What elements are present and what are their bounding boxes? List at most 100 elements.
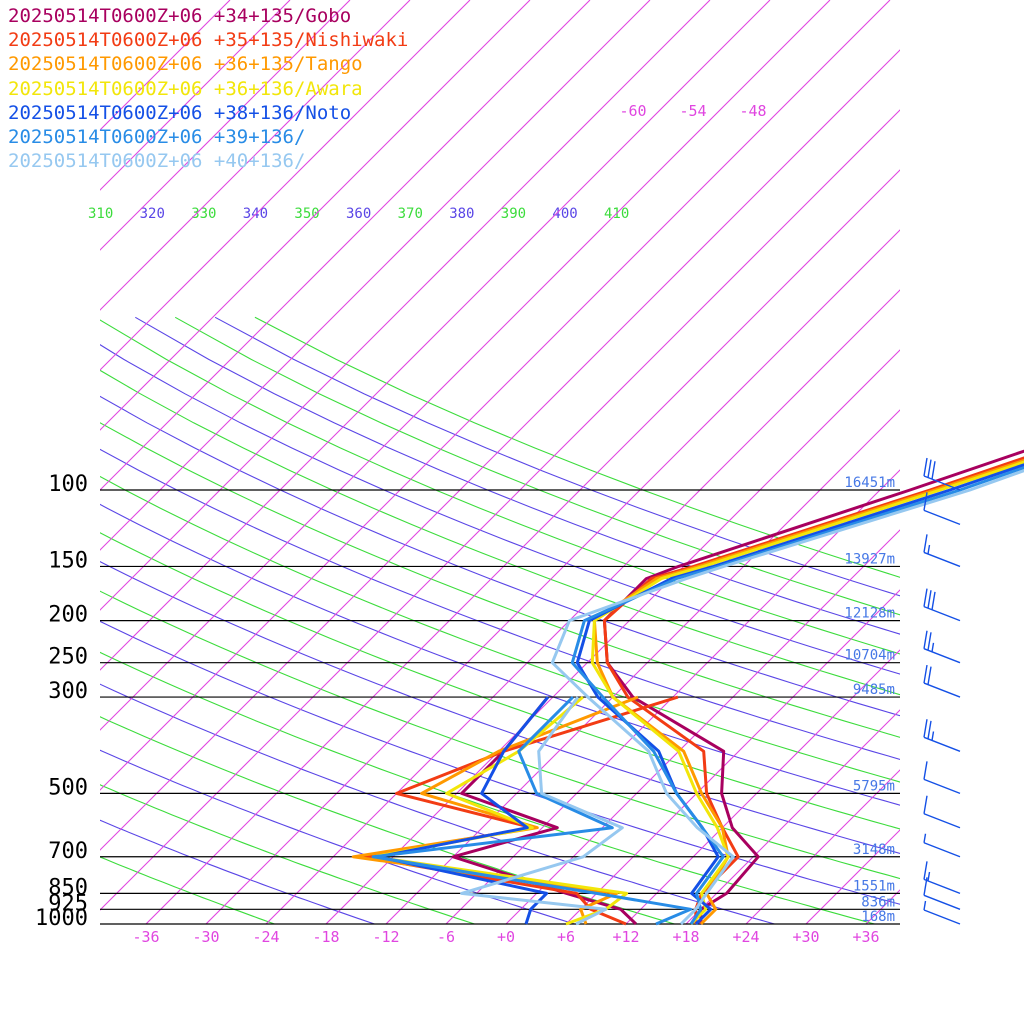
isotherm (445, 469, 900, 924)
isotherm (100, 49, 900, 851)
dry-adiabat (254, 316, 900, 578)
barb-staff (923, 878, 961, 895)
isotherm (565, 589, 900, 924)
isotherm (100, 0, 531, 431)
isotherm (100, 0, 831, 731)
barb-staff (923, 475, 961, 491)
wind-barb (923, 492, 961, 526)
height-label: 1551m (853, 878, 895, 894)
barb-flag (923, 900, 927, 911)
temperature-tick-label: -18 (312, 928, 339, 946)
temperature-tick-label: +18 (672, 928, 699, 946)
upper-isotherm-label: -54 (679, 102, 706, 120)
isotherm (100, 0, 771, 671)
wind-barb (923, 761, 961, 795)
barb-staff (923, 736, 961, 752)
barb-flag (923, 664, 928, 684)
theta-label: 350 (294, 206, 319, 222)
barb-staff (923, 551, 961, 568)
temperature-profile (570, 466, 1024, 925)
temperature-tick-label: +0 (497, 928, 515, 946)
dry-adiabat (100, 369, 900, 696)
temperature-tick-label: -30 (192, 928, 219, 946)
pressure-label: 500 (48, 775, 88, 800)
barb-staff (923, 894, 961, 910)
pressure-label: 100 (48, 472, 88, 497)
isotherm (100, 0, 471, 371)
dry-adiabat (100, 749, 577, 924)
temperature-tick-label: -24 (252, 928, 279, 946)
barb-flag (923, 833, 927, 843)
height-label: 5795m (853, 778, 895, 794)
temperature-profile (550, 469, 1024, 926)
upper-isotherm-labels: -60 -54 -48 (619, 102, 766, 120)
dry-adiabat (214, 316, 900, 597)
temperature-tick-label: +36 (852, 928, 879, 946)
height-label: 168m (861, 909, 895, 925)
pressure-label: 925 (48, 891, 88, 916)
temperature-tick-label: -12 (372, 928, 399, 946)
height-label: 13927m (844, 551, 895, 567)
isotherm (205, 229, 900, 924)
barb-flag (931, 591, 936, 610)
temperature-tick-label: +12 (612, 928, 639, 946)
dry-adiabat (100, 475, 900, 783)
wind-barb (923, 877, 961, 910)
wind-barb (923, 861, 961, 895)
pressure-label: 1000 (35, 906, 88, 931)
isotherm (100, 0, 651, 551)
dry-adiabat (100, 784, 477, 924)
dewpoint-profile (451, 696, 638, 926)
dewpoint-profile (460, 696, 624, 926)
height-label: 836m (861, 894, 895, 910)
temperature-tick-label: -6 (437, 928, 455, 946)
upper-isotherm-label: -60 (619, 102, 646, 120)
dry-adiabat (100, 856, 277, 924)
upper-isotherm-label: -48 (739, 102, 766, 120)
isotherm (100, 0, 891, 791)
isotherm (100, 0, 351, 251)
theta-label: 400 (552, 206, 577, 222)
dry-adiabat (100, 716, 677, 924)
barb-staff (923, 605, 961, 622)
legend-entry: 20250514T0600Z+06 +35+135/Nishiwaki (8, 29, 409, 52)
dewpoint-profile (371, 696, 693, 926)
dry-adiabat (100, 532, 900, 830)
barb-staff (923, 778, 961, 795)
dewpoint-profile (376, 696, 550, 925)
dry-adiabat (100, 319, 900, 655)
wind-barb (923, 664, 961, 698)
wind-barb (923, 534, 961, 568)
barb-flag (923, 457, 928, 477)
temperature-tick-label: +6 (557, 928, 575, 946)
barb-flag (923, 588, 928, 607)
isotherm (100, 0, 591, 491)
legend-entry: 20250514T0600Z+06 +39+136/ (8, 126, 306, 149)
barb-flag (923, 795, 928, 814)
temperature-axis-labels: -36 -30 -24 -18 -12 -6 +0 +6 +12 +18 +24 +30 +36 (132, 928, 879, 946)
legend-entry: 20250514T0600Z+06 +38+136/Noto (8, 101, 352, 124)
isotherm (100, 0, 291, 191)
pressure-label: 200 (48, 603, 88, 628)
theta-labels: 310320330340350360370380390400410 (88, 206, 629, 222)
theta-label: 370 (398, 206, 423, 222)
barb-staff (923, 509, 961, 526)
height-label: 16451m (844, 475, 895, 491)
isotherm (625, 649, 900, 924)
barb-flag (923, 719, 928, 738)
isotherm (265, 289, 900, 924)
barb-staff (923, 842, 961, 858)
barb-flag (931, 731, 935, 741)
legend-entry: 20250514T0600Z+06 +36+136/Awara (8, 77, 363, 100)
barb-flag (923, 534, 928, 553)
temperature-tick-label: -36 (132, 928, 159, 946)
dry-adiabat (100, 503, 900, 806)
height-label: 9485m (853, 682, 895, 698)
theta-label: 330 (191, 206, 216, 222)
wind-barb (923, 833, 961, 858)
dry-adiabat (100, 590, 900, 880)
pressure-label: 300 (48, 679, 88, 704)
legend-entry: 20250514T0600Z+06 +40+136/ (8, 150, 306, 173)
temperature-profile (592, 458, 1024, 926)
